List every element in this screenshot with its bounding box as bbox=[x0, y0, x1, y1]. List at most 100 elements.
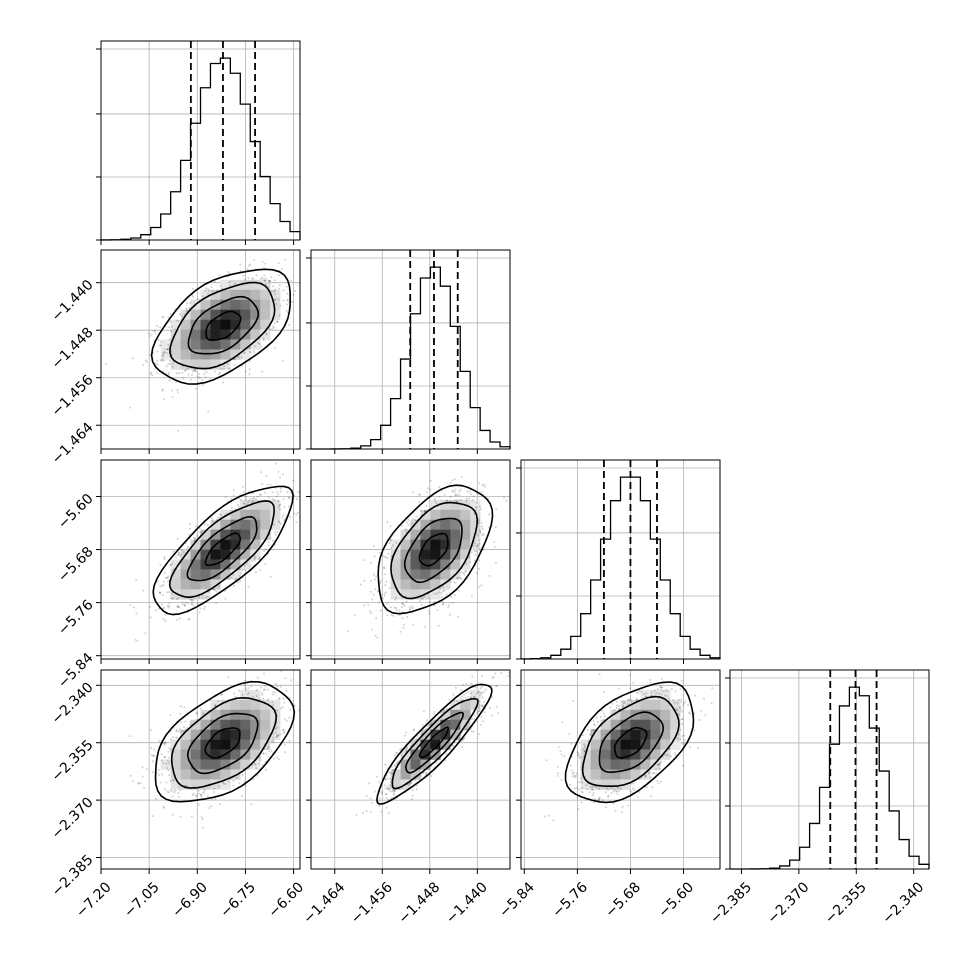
contour-4 bbox=[150, 268, 291, 385]
sample-point bbox=[202, 383, 204, 386]
density-cell bbox=[470, 499, 481, 511]
sample-point bbox=[238, 782, 241, 785]
x-tick-label: −5.84 bbox=[496, 879, 538, 921]
sample-point bbox=[467, 690, 470, 693]
density-cell bbox=[170, 769, 181, 780]
sample-point bbox=[570, 742, 573, 745]
density-cell bbox=[190, 559, 201, 570]
sample-point bbox=[279, 508, 281, 511]
sample-point bbox=[204, 596, 207, 599]
sample-point bbox=[205, 595, 208, 598]
sample-point bbox=[198, 377, 201, 380]
density-cell bbox=[190, 329, 201, 340]
sample-point bbox=[263, 549, 266, 552]
y-tick-label: −1.448 bbox=[49, 325, 97, 373]
density-cell bbox=[670, 709, 681, 721]
density-cell bbox=[200, 299, 211, 310]
sample-point bbox=[163, 350, 166, 353]
density-cell bbox=[240, 339, 251, 350]
sample-point bbox=[249, 360, 251, 363]
sample-point bbox=[253, 557, 256, 560]
sample-point bbox=[602, 718, 605, 721]
sample-point bbox=[373, 555, 376, 558]
sample-point bbox=[272, 523, 275, 526]
sample-point bbox=[263, 274, 266, 277]
sample-point bbox=[162, 805, 165, 808]
sample-point bbox=[190, 815, 193, 818]
sample-point bbox=[258, 556, 261, 559]
sample-point bbox=[177, 606, 180, 608]
contour-2 bbox=[186, 516, 258, 582]
sample-point bbox=[277, 734, 280, 737]
sample-point bbox=[494, 526, 497, 528]
sample-point bbox=[412, 729, 415, 732]
sample-point bbox=[680, 708, 683, 711]
density-cell bbox=[240, 549, 251, 560]
sample-point bbox=[445, 752, 448, 755]
sample-point bbox=[196, 534, 199, 537]
histogram-1 bbox=[100, 57, 301, 241]
sample-point bbox=[573, 787, 576, 790]
density-cell bbox=[590, 759, 601, 770]
sample-point bbox=[441, 596, 443, 598]
density-cell bbox=[270, 519, 281, 530]
sample-point bbox=[451, 490, 454, 493]
sample-point bbox=[682, 704, 684, 707]
sample-point bbox=[657, 763, 660, 766]
density-cell bbox=[260, 499, 271, 511]
sample-point bbox=[585, 784, 588, 787]
sample-point bbox=[198, 531, 201, 533]
sample-point bbox=[435, 592, 438, 595]
scatter-panel-3-1 bbox=[96, 459, 301, 664]
sample-point bbox=[167, 762, 170, 765]
sample-point bbox=[228, 367, 231, 370]
density-cell bbox=[220, 779, 231, 790]
sample-point bbox=[389, 525, 392, 528]
sample-point bbox=[415, 737, 418, 740]
density-cell bbox=[580, 739, 591, 750]
density-cell bbox=[620, 699, 631, 711]
sample-point bbox=[276, 320, 279, 323]
sample-point bbox=[142, 363, 145, 366]
sample-point bbox=[673, 752, 676, 755]
sample-point bbox=[218, 371, 221, 374]
sample-point bbox=[563, 755, 566, 758]
sample-point bbox=[192, 598, 195, 601]
sample-point bbox=[482, 533, 485, 536]
sample-point bbox=[249, 263, 251, 266]
sample-point bbox=[414, 519, 417, 522]
density-cell bbox=[650, 719, 661, 730]
sample-point bbox=[386, 614, 389, 617]
sample-point bbox=[168, 591, 171, 593]
density-cell bbox=[630, 759, 641, 770]
sample-point bbox=[167, 606, 170, 609]
sample-point bbox=[281, 268, 283, 271]
sample-point bbox=[683, 702, 686, 705]
sample-point bbox=[480, 525, 483, 528]
sample-point bbox=[234, 578, 237, 581]
sample-point bbox=[176, 537, 179, 540]
sample-point bbox=[175, 372, 178, 375]
sample-point bbox=[167, 371, 170, 374]
sample-point bbox=[259, 569, 262, 572]
sample-point bbox=[265, 752, 268, 755]
sample-point bbox=[143, 786, 146, 789]
sample-point bbox=[184, 720, 187, 723]
density-cell bbox=[260, 519, 271, 530]
sample-point bbox=[251, 695, 254, 698]
sample-point bbox=[159, 592, 161, 595]
sample-point bbox=[243, 662, 245, 664]
sample-point bbox=[213, 787, 216, 790]
density-cell bbox=[170, 779, 181, 790]
density-cell bbox=[240, 559, 251, 570]
sample-point bbox=[207, 410, 210, 413]
sample-point bbox=[458, 490, 461, 493]
sample-point bbox=[164, 576, 167, 579]
sample-point bbox=[181, 601, 184, 604]
sample-point bbox=[179, 705, 182, 708]
sample-point bbox=[144, 632, 147, 635]
density-cell bbox=[210, 699, 221, 711]
sample-point bbox=[218, 373, 221, 376]
sample-point bbox=[276, 320, 279, 323]
sample-point bbox=[491, 677, 494, 679]
